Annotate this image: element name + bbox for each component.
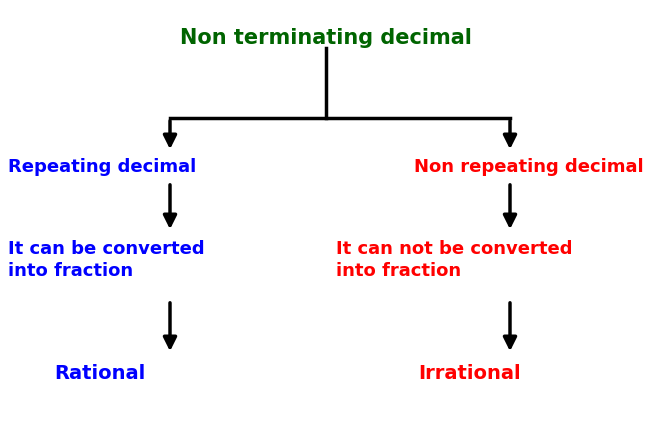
Text: Rational: Rational (54, 364, 145, 383)
Text: It can be converted
into fraction: It can be converted into fraction (8, 240, 205, 280)
Text: It can not be converted
into fraction: It can not be converted into fraction (336, 240, 572, 280)
Text: Non terminating decimal: Non terminating decimal (180, 28, 472, 48)
Text: Repeating decimal: Repeating decimal (8, 158, 196, 176)
Text: Non repeating decimal: Non repeating decimal (415, 158, 644, 176)
Text: Irrational: Irrational (419, 364, 522, 383)
